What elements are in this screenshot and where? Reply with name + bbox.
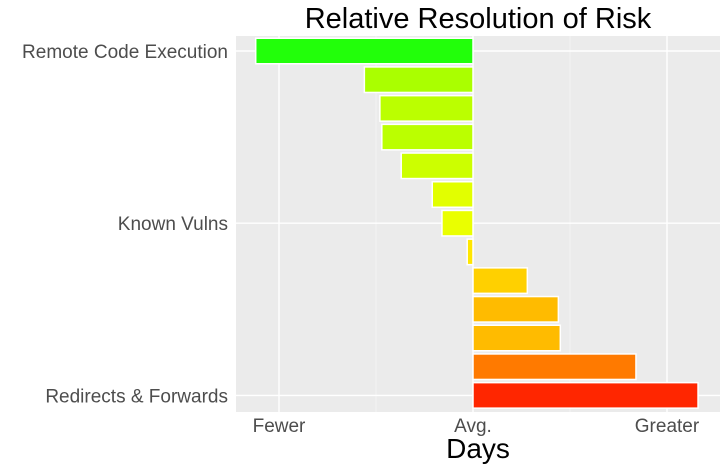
bar bbox=[254, 37, 474, 65]
bars bbox=[254, 37, 699, 409]
x-tick-label: Fewer bbox=[253, 416, 306, 437]
bar bbox=[472, 295, 560, 323]
y-tick-label: Remote Code Execution bbox=[22, 42, 228, 63]
bar bbox=[431, 181, 474, 208]
bar bbox=[472, 267, 529, 295]
bar bbox=[466, 238, 474, 266]
bar bbox=[400, 152, 474, 180]
bar bbox=[363, 66, 474, 94]
chart-title: Relative Resolution of Risk bbox=[305, 3, 652, 35]
y-tick-label: Redirects & Forwards bbox=[45, 386, 228, 407]
x-axis-title: Days bbox=[446, 433, 510, 464]
y-tick-labels: Remote Code Execution Known Vulns Redirect… bbox=[22, 42, 228, 407]
bar bbox=[441, 209, 474, 237]
bar bbox=[379, 94, 474, 122]
x-tick-label: Avg. bbox=[454, 416, 492, 437]
bar bbox=[381, 123, 474, 151]
bar bbox=[472, 324, 562, 352]
x-tick-labels: Fewer Avg. Greater bbox=[253, 416, 700, 437]
y-tick-label: Known Vulns bbox=[118, 214, 228, 235]
bar bbox=[472, 353, 637, 381]
x-tick-label: Greater bbox=[635, 416, 700, 437]
bar bbox=[472, 381, 699, 409]
